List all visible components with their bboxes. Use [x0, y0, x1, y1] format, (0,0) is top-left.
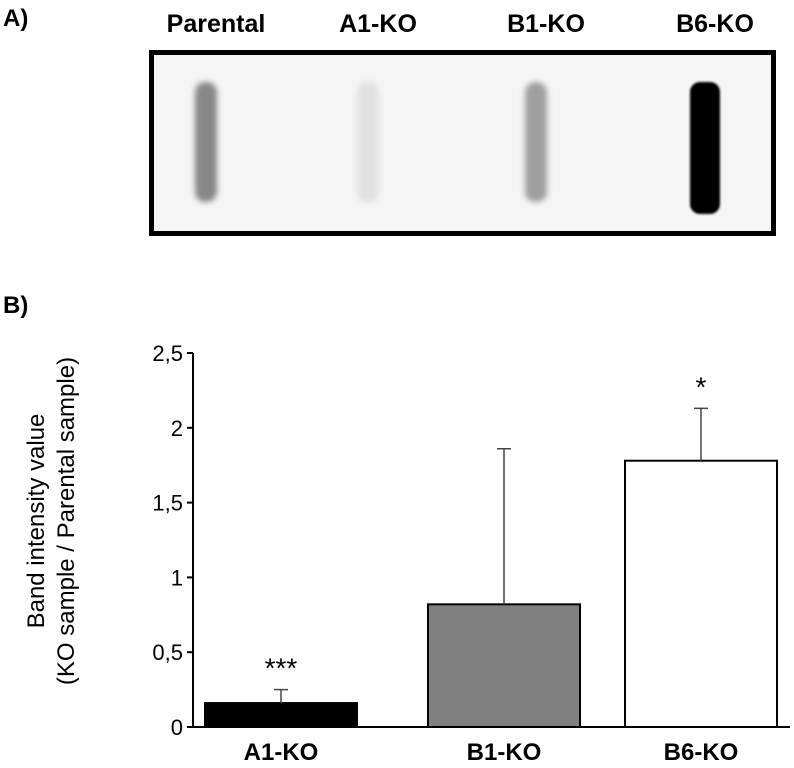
blot-band-parental [195, 82, 217, 202]
x-category-label: B1-KO [467, 739, 542, 766]
western-blot-image [149, 50, 776, 236]
significance-marker: *** [265, 653, 298, 684]
lane-label-parental: Parental [166, 10, 266, 38]
lane-label-b1-ko: B1-KO [507, 10, 585, 38]
significance-marker: * [696, 371, 707, 402]
bar-a1-ko [204, 702, 358, 729]
x-category-label: B6-KO [664, 739, 739, 766]
bar-b6-ko [624, 459, 778, 728]
blot-band-b1-ko [525, 82, 547, 202]
x-category-label: A1-KO [244, 739, 319, 766]
y-tick-label: 0,5 [152, 640, 183, 665]
blot-band-a1-ko [357, 82, 379, 202]
lane-label-b6-ko: B6-KO [676, 10, 754, 38]
y-axis-title-line: Band intensity value [23, 414, 50, 629]
y-tick-label: 0 [171, 715, 183, 740]
y-tick-label: 1 [171, 565, 183, 590]
blot-band-b6-ko [690, 82, 720, 214]
bar-b1-ko [427, 603, 581, 728]
y-tick-label: 2 [171, 416, 183, 441]
panel-a-label: A) [3, 5, 29, 32]
y-tick-label: 2,5 [152, 341, 183, 366]
y-axis-title-line: (KO sample / Parental sample) [53, 357, 80, 685]
panel-b-label: B) [3, 292, 29, 319]
lane-label-a1-ko: A1-KO [339, 10, 417, 38]
y-tick-label: 1,5 [152, 491, 183, 516]
